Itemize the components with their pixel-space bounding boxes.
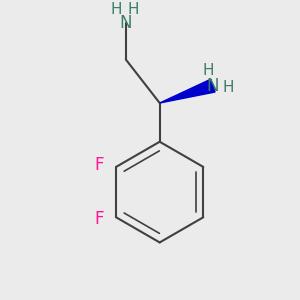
Text: H: H [128,2,139,16]
Text: H: H [223,80,234,95]
Text: H: H [202,63,214,78]
Text: H: H [110,2,122,16]
Text: F: F [94,156,104,174]
Text: F: F [94,210,104,228]
Text: N: N [119,14,132,32]
Text: N: N [207,76,219,94]
Polygon shape [160,79,215,103]
